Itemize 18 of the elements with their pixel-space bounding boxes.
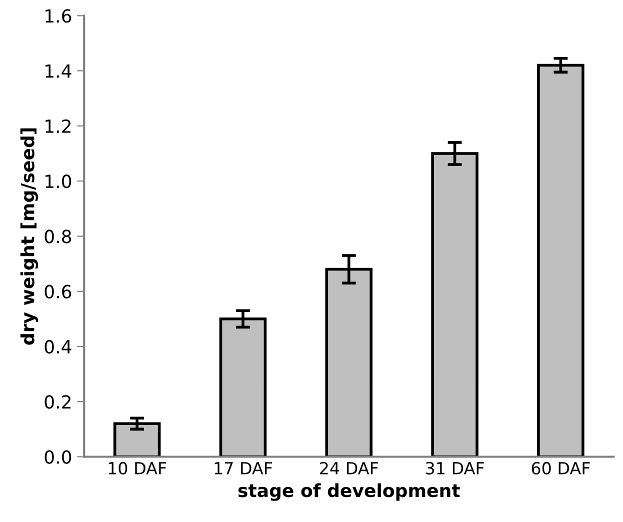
x-tick-label: 17 DAF (214, 462, 272, 474)
y-tick-label: 1.2 (46, 119, 70, 133)
y-tick-label: 0.0 (44, 450, 72, 464)
y-tick-label: 1.4 (46, 64, 72, 78)
y-tick-label: 0.2 (44, 395, 70, 409)
y-tick-label: 0.6 (44, 284, 72, 298)
x-axis-title: stage of development (238, 483, 460, 501)
x-tick-label: 60 DAF (532, 462, 590, 475)
x-tick-label: 24 DAF (320, 462, 378, 474)
y-tick-label: 1.0 (46, 174, 72, 188)
y-axis-title: dry weight [mg/seed] (20, 128, 38, 345)
x-tick-label: 10 DAF (108, 462, 166, 475)
bar (537, 64, 584, 457)
x-tick-label: 31 DAF (426, 462, 484, 475)
y-tick-label: 0.8 (44, 230, 72, 244)
bar (113, 422, 161, 457)
y-tick-label: 1.6 (46, 9, 72, 23)
y-tick-label: 0.4 (44, 340, 72, 354)
